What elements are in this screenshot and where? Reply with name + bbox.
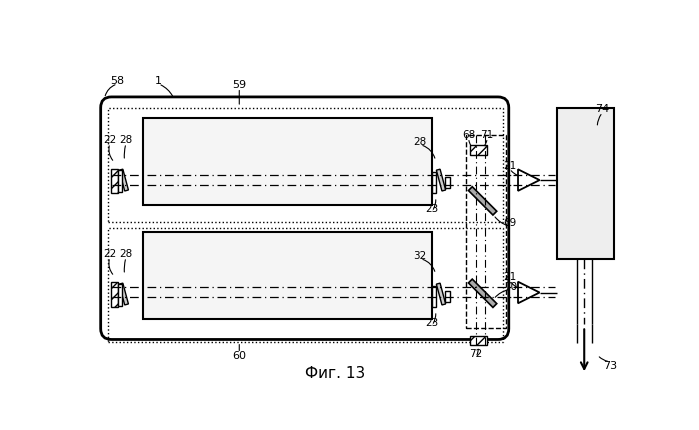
- Bar: [110, 169, 118, 194]
- FancyBboxPatch shape: [101, 98, 509, 340]
- Bar: [432, 172, 435, 194]
- Bar: [445, 291, 450, 302]
- Text: 23: 23: [425, 203, 438, 213]
- Text: 22: 22: [103, 135, 117, 145]
- Polygon shape: [119, 170, 129, 191]
- Bar: [470, 146, 487, 155]
- Bar: [143, 232, 432, 319]
- Text: 71: 71: [481, 129, 493, 140]
- Bar: [466, 136, 507, 328]
- Bar: [118, 171, 122, 192]
- Text: 60: 60: [232, 350, 246, 360]
- Polygon shape: [436, 283, 446, 305]
- Text: 32: 32: [414, 250, 427, 260]
- Bar: [110, 283, 118, 307]
- Polygon shape: [518, 282, 540, 304]
- Text: 70: 70: [504, 281, 517, 291]
- Polygon shape: [468, 280, 497, 308]
- Polygon shape: [518, 170, 540, 191]
- Text: 72: 72: [469, 349, 482, 359]
- Text: 23: 23: [425, 317, 438, 327]
- Bar: [556, 109, 614, 259]
- Text: 68: 68: [462, 129, 475, 140]
- Bar: [432, 286, 435, 307]
- Text: 22: 22: [103, 249, 117, 258]
- Text: 69: 69: [504, 218, 517, 228]
- Text: 28: 28: [120, 135, 133, 145]
- Text: 28: 28: [414, 136, 427, 147]
- Bar: [470, 336, 487, 345]
- Polygon shape: [436, 170, 446, 191]
- Text: Фиг. 13: Фиг. 13: [305, 365, 366, 380]
- Text: 58: 58: [110, 76, 124, 86]
- Polygon shape: [119, 283, 129, 305]
- Bar: [108, 108, 503, 222]
- Polygon shape: [468, 187, 497, 215]
- Text: 1: 1: [155, 76, 162, 86]
- Bar: [445, 178, 450, 188]
- Text: 28: 28: [120, 249, 133, 258]
- Bar: [108, 228, 503, 342]
- Text: 59: 59: [232, 80, 246, 89]
- Text: 21: 21: [503, 160, 516, 170]
- Text: 74: 74: [596, 104, 610, 114]
- Text: 73: 73: [603, 360, 617, 370]
- Bar: [118, 284, 122, 306]
- Bar: [143, 118, 432, 205]
- Text: 21: 21: [503, 272, 516, 282]
